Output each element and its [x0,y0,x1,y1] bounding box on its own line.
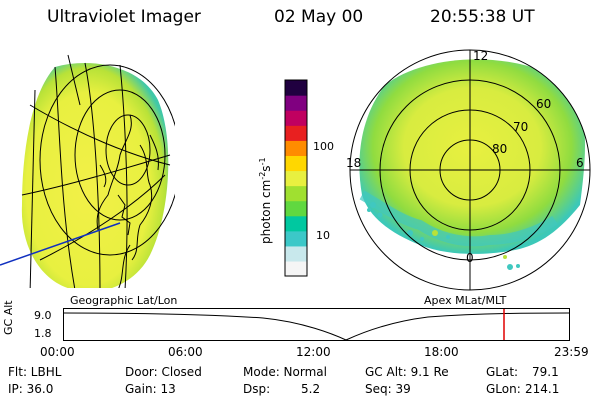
polar-plot: 12 18 6 0 60 70 80 [346,49,591,291]
mlt-label-18: 18 [346,156,361,170]
colorbar-band [285,200,307,217]
colorbar-band [285,260,307,277]
orbit-y-max: 9.0 [34,309,52,322]
colorbar-band [285,80,307,96]
colorbar-band [285,215,307,232]
colorbar-band [285,155,307,172]
auroral-emission [359,59,585,254]
mlt-label-0: 0 [466,251,474,265]
filter-status: Flt: LBHL [8,365,62,379]
mlt-label-12: 12 [473,49,488,63]
colorbar-band [285,125,307,141]
mlat-label-80: 80 [492,142,507,156]
orbit-x-1200: 12:00 [296,345,331,359]
altitude-curve [63,312,570,341]
colorbar-band [285,170,307,187]
colorbar-title: photon cm-2s-1 [258,157,273,244]
ip-status: IP: 36.0 [8,382,54,396]
mlat-label-60: 60 [536,97,551,111]
mode-status: Mode: Normal [243,365,327,379]
colorbar-band [285,185,307,202]
time-label: 20:55:38 UT [430,7,535,27]
colorbar-band [285,140,307,156]
orbit-axis-label: GC Alt [2,300,15,335]
mlat-label-70: 70 [513,120,528,134]
gain-status: Gain: 13 [125,382,176,396]
geographic-panel-label: Geographic Lat/Lon [70,294,178,307]
orbit-x-0000: 00:00 [40,345,75,359]
glon-value: 214.1 [525,382,560,396]
door-status: Door: Closed [125,365,202,379]
gc-alt-status: GC Alt: 9.1 Re [365,365,449,379]
colorbar-tick-10: 10 [316,229,330,242]
orbit-y-min: 1.8 [34,327,52,340]
dsp-value: 5.2 [301,382,321,396]
instrument-title: Ultraviolet Imager [47,7,201,27]
colorbar-band [285,230,307,247]
orbit-x-0600: 06:00 [168,345,203,359]
glat-value: 79.1 [532,365,559,379]
glon-label: GLon: [486,382,521,396]
glat-label: GLat: [486,365,519,379]
geographic-image [0,54,175,288]
dsp-label: Dsp: [243,382,271,396]
mlt-label-6: 6 [576,156,584,170]
colorbar [284,79,308,277]
colorbar-band [285,95,307,111]
orbit-altitude-plot [63,308,570,341]
date-label: 02 May 00 [274,7,364,27]
colorbar-band [285,110,307,126]
seq-status: Seq: 39 [365,382,411,396]
apex-panel-label: Apex MLat/MLT [424,294,507,307]
colorbar-tick-100: 100 [313,140,334,153]
colorbar-band [285,245,307,262]
orbit-x-2359: 23:59 [554,345,589,359]
orbit-x-1800: 18:00 [424,345,459,359]
